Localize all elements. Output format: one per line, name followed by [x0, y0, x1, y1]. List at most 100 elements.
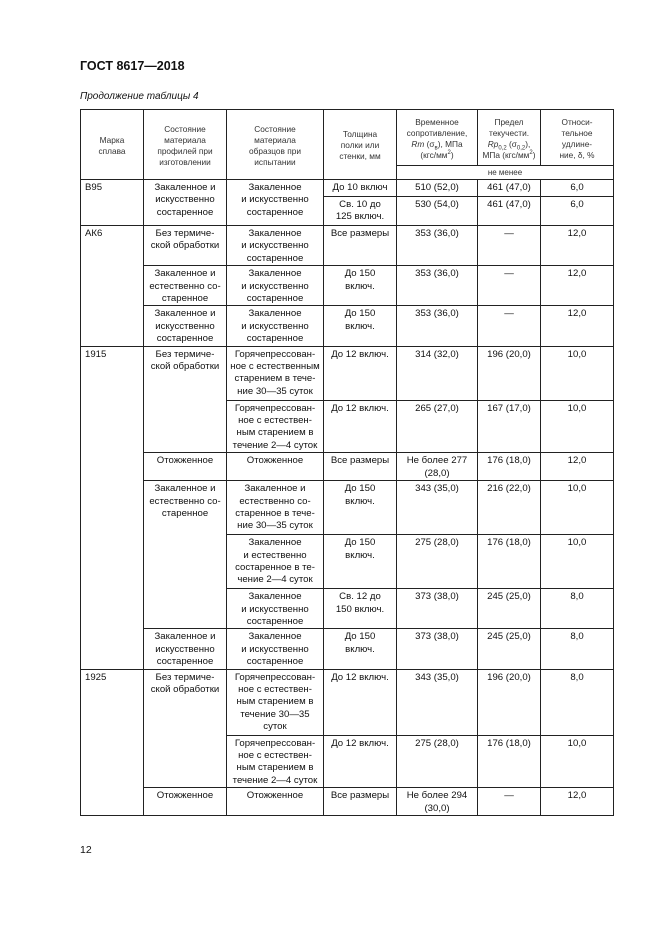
- table-cell: 461 (47,0): [477, 179, 541, 197]
- header-text: ): [532, 149, 536, 160]
- table-cell: 176 (18,0): [477, 734, 541, 789]
- table-cell: До 150 включ.: [323, 305, 397, 347]
- table-cell: 1915: [80, 345, 144, 670]
- table-cell: 8,0: [540, 588, 614, 630]
- table-cell: 196 (20,0): [477, 345, 541, 401]
- table-row: Горячепрессован- ное с естествен- ным ст…: [81, 399, 614, 454]
- table-row: Закаленное и искусственно состаренное Св.…: [81, 588, 614, 630]
- header-symbol: Rp: [487, 138, 499, 149]
- table-row: Св. 10 до 125 включ. 530 (54,0) 461 (47,0)…: [81, 196, 614, 226]
- table-cell: Отожженное: [226, 787, 324, 816]
- header-sample-state: Состояние материала образцов при испытан…: [226, 109, 324, 180]
- table-cell: 1925: [80, 668, 144, 816]
- header-text: Предел текучести.: [488, 116, 530, 138]
- table-cell: 12,0: [540, 224, 614, 267]
- table-cell: 461 (47,0): [477, 196, 541, 226]
- table-cell: Без термиче- ской обработки: [143, 224, 227, 267]
- header-superscript: 2: [447, 149, 451, 156]
- table-cell: Горячепрессован- ное с естествен- ным ст…: [226, 399, 324, 454]
- header-text: ), МПа (кгс/мм: [482, 138, 531, 160]
- table-cell: Горячепрессован- ное с естествен- ным ст…: [226, 668, 324, 736]
- table-cell: 245 (25,0): [477, 588, 541, 630]
- table-cell: Без термиче- ской обработки: [143, 668, 227, 789]
- table-cell: 10,0: [540, 480, 614, 536]
- table-row: АК6 Без термиче- ской обработки Закаленное…: [80, 224, 614, 347]
- table-cell: Горячепрессован- ное с естественным стар…: [226, 345, 324, 401]
- table-cell: Все размеры: [323, 787, 397, 816]
- table-cell: Без термиче- ской обработки: [143, 345, 227, 454]
- document-title: ГОСТ 8617—2018: [80, 59, 185, 73]
- table-cell: 530 (54,0): [396, 196, 478, 226]
- table-cell: 343 (35,0): [396, 668, 478, 736]
- table-cell: АК6: [80, 225, 144, 347]
- table-cell: —: [477, 305, 541, 347]
- table-body: В95 Закаленное и искусственно состаренное…: [80, 179, 614, 816]
- table-row: Закаленное и естественно со- старенное За…: [81, 480, 614, 630]
- table-cell: 510 (52,0): [396, 179, 478, 197]
- table-cell: Горячепрессован- ное с естествен- ным ст…: [226, 734, 324, 789]
- table-row: 1925 Без термиче- ской обработки Горячепре…: [80, 668, 614, 816]
- header-text: ), МПа (кгс/мм: [420, 138, 463, 160]
- table-cell: Закаленное и искусственно состаренное: [226, 224, 324, 267]
- table-cell: Св. 10 до 125 включ.: [323, 196, 397, 226]
- table-cell: До 12 включ.: [323, 345, 397, 401]
- table-cell: Закаленное и естественно состаренное в т…: [226, 534, 324, 590]
- header-thickness: Толщина полки или стенки, мм: [323, 109, 397, 180]
- table-cell: 10,0: [540, 534, 614, 590]
- table-cell: Закаленное и естественно со- старенное: [143, 480, 227, 630]
- table-cell: Все размеры: [323, 224, 397, 267]
- header-yield-strength: Предел текучести. Rp0,2 (σ0,2), МПа (кгс…: [477, 109, 541, 166]
- header-symbol: Rm: [411, 138, 425, 149]
- table-cell: 216 (22,0): [477, 480, 541, 536]
- table-cell: 10,0: [540, 734, 614, 789]
- table-cell: 314 (32,0): [396, 345, 478, 401]
- table-cell: Закаленное и искусственно состаренное: [226, 628, 324, 670]
- table-cell: 12,0: [540, 305, 614, 347]
- table-cell: 353 (36,0): [396, 265, 478, 307]
- table-cell: Св. 12 до 150 включ.: [323, 588, 397, 630]
- table-row: Закаленное и искусственно состаренное Зак…: [81, 305, 614, 347]
- header-tensile-strength: Временное сопротивление, Rm (σв), МПа (к…: [396, 109, 478, 166]
- table-cell: 275 (28,0): [396, 734, 478, 789]
- table-cell: Закаленное и естественно со- старенное: [143, 265, 227, 307]
- header-text: (σ: [506, 138, 517, 149]
- table-cell: Закаленное и искусственно состаренное: [226, 588, 324, 630]
- table-cell: До 150 включ.: [323, 628, 397, 670]
- table-cell: До 150 включ.: [323, 265, 397, 307]
- header-subscript: 0,2: [498, 145, 507, 152]
- table-cell: Не более 277 (28,0): [396, 452, 478, 482]
- table-cell: —: [477, 224, 541, 267]
- header-superscript: 2: [529, 149, 533, 156]
- table-cell: 12,0: [540, 265, 614, 307]
- table-cell: 6,0: [540, 179, 614, 197]
- table-cell: Отожженное: [143, 787, 227, 816]
- table-cell: 12,0: [540, 787, 614, 816]
- table-cell: 176 (18,0): [477, 534, 541, 590]
- header-text: (σ: [424, 138, 435, 149]
- properties-table: Марка сплава Состояние материала профиле…: [80, 109, 614, 816]
- table-cell: 10,0: [540, 345, 614, 401]
- table-cell: Закаленное и искусственно состаренное: [226, 265, 324, 307]
- table-cell: До 12 включ.: [323, 668, 397, 736]
- table-cell: 353 (36,0): [396, 224, 478, 267]
- table-cell: Закаленное и искусственно состаренное: [143, 179, 227, 226]
- table-row: 1915 Без термиче- ской обработки Горячепре…: [80, 345, 614, 670]
- header-subscript: в: [434, 145, 438, 152]
- table-cell: 8,0: [540, 628, 614, 670]
- table-cell: Закаленное и искусственно состаренное: [143, 628, 227, 670]
- table-cell: До 12 включ.: [323, 734, 397, 789]
- table-cell: 6,0: [540, 196, 614, 226]
- table-cell: До 10 включ: [323, 179, 397, 197]
- table-cell: 245 (25,0): [477, 628, 541, 670]
- header-subscript: 0,2: [516, 145, 526, 152]
- header-not-less: не менее: [396, 165, 614, 180]
- table-cell: 353 (36,0): [396, 305, 478, 347]
- page-number: 12: [80, 844, 92, 856]
- table-cell: —: [477, 265, 541, 307]
- table-cell: 275 (28,0): [396, 534, 478, 590]
- header-text: ): [450, 149, 454, 160]
- table-cell: Закаленное и искусственно состаренное: [226, 179, 324, 226]
- table-row: В95 Закаленное и искусственно состаренное…: [80, 179, 614, 226]
- table-row: Закаленное и естественно со- старенное За…: [81, 265, 614, 307]
